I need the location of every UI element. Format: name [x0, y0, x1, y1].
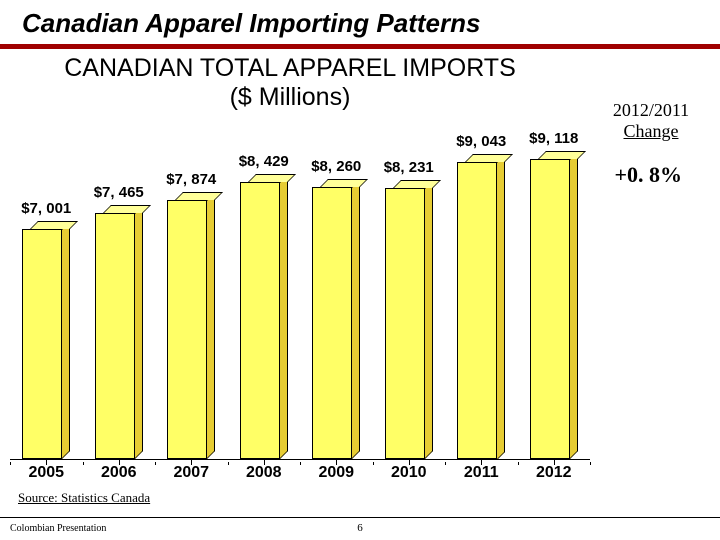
bar-value-label: $8, 429 [228, 153, 301, 170]
chart-bars: $7, 001$7, 465$7, 874$8, 429$8, 260$8, 2… [10, 130, 590, 459]
bar-value-label: $8, 260 [300, 158, 373, 175]
bar-front [457, 162, 497, 460]
bar-side [135, 205, 143, 459]
x-tick-minor [590, 462, 591, 465]
bar-value-label: $9, 043 [445, 133, 518, 150]
slide-title: Canadian Apparel Importing Patterns [22, 8, 480, 39]
x-axis-label: 2007 [155, 464, 228, 482]
change-yoy: 2012/2011 [596, 100, 706, 121]
title-underline [0, 44, 720, 49]
bar-front [530, 159, 570, 459]
x-axis-label: 2012 [518, 464, 591, 482]
bar-side [207, 192, 215, 459]
chart-title-line1: CANADIAN TOTAL APPAREL IMPORTS [64, 54, 516, 82]
x-axis-label: 2006 [83, 464, 156, 482]
bar-value-label: $9, 118 [518, 130, 591, 147]
footer-line [0, 517, 720, 518]
x-axis-label: 2008 [228, 464, 301, 482]
bar-front [22, 229, 62, 459]
change-value: +0. 8% [614, 162, 682, 188]
chart-title: CANADIAN TOTAL APPAREL IMPORTS ($ Millio… [0, 54, 580, 112]
bar-top [248, 174, 296, 182]
bar-side [497, 154, 505, 460]
bar-top [103, 205, 151, 213]
chart-plot: $7, 001$7, 465$7, 874$8, 429$8, 260$8, 2… [10, 130, 590, 460]
chart-area: $7, 001$7, 465$7, 874$8, 429$8, 260$8, 2… [10, 130, 590, 482]
bar-top [393, 180, 441, 188]
bar-top [538, 151, 586, 159]
bar-value-label: $8, 231 [373, 159, 446, 176]
bar-value-label: $7, 001 [10, 200, 83, 217]
change-word: Change [596, 121, 706, 142]
bar-side [425, 180, 433, 459]
bar-front [95, 213, 135, 459]
bar-side [570, 151, 578, 459]
bar-front [385, 188, 425, 459]
bar-front [167, 200, 207, 459]
bar-side [352, 179, 360, 459]
bar-top [320, 179, 368, 187]
change-label: 2012/2011 Change [596, 100, 706, 142]
bar-value-label: $7, 465 [83, 184, 156, 201]
bar-top [175, 192, 223, 200]
bar-top [30, 221, 78, 229]
chart-title-line2: ($ Millions) [230, 83, 351, 111]
x-axis-label: 2005 [10, 464, 83, 482]
x-axis [10, 459, 590, 460]
bar-side [280, 174, 288, 459]
bar-top [465, 154, 513, 162]
x-axis-label: 2011 [445, 464, 518, 482]
bar-value-label: $7, 874 [155, 171, 228, 188]
bar-front [240, 182, 280, 459]
source-text: Source: Statistics Canada [18, 490, 150, 506]
bar-front [312, 187, 352, 459]
x-axis-label: 2009 [300, 464, 373, 482]
footer-page-number: 6 [0, 522, 720, 534]
x-axis-label: 2010 [373, 464, 446, 482]
bar-side [62, 221, 70, 459]
